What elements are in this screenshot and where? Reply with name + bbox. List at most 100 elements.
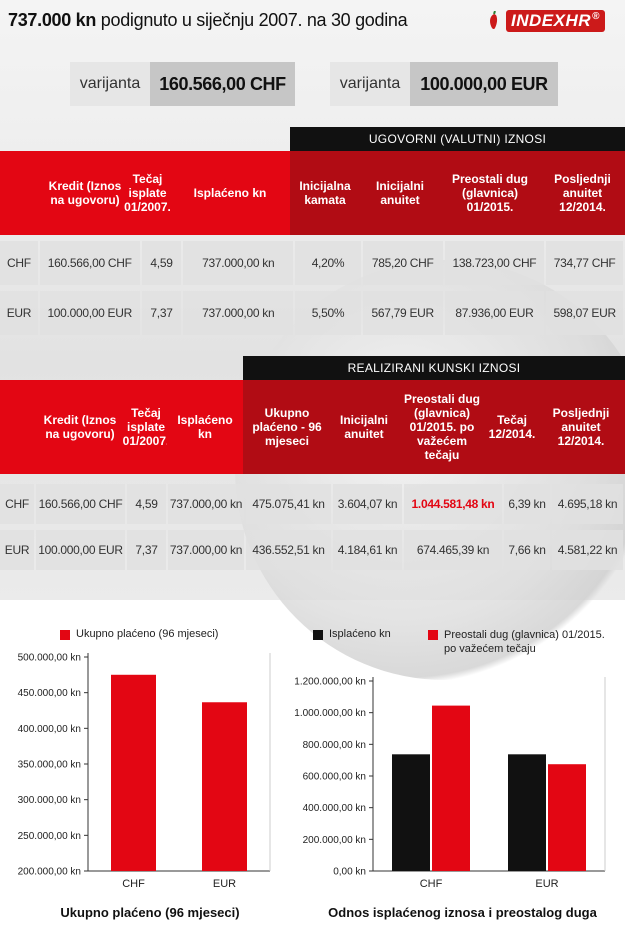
- table2-header-cell: Preostali dug (glavnica) 01/2015. po važ…: [397, 380, 487, 474]
- indexhr-logo[interactable]: INDEXHR®: [486, 8, 616, 34]
- table1-header-cell: [0, 151, 45, 235]
- table-cell: CHF: [0, 484, 34, 524]
- x-tick-label: EUR: [213, 878, 236, 890]
- y-tick-label: 250.000,00 kn: [18, 831, 81, 842]
- chart-paid-vs-remaining: 0,00 kn 200.000,00 kn 400.000,00 kn 600.000…: [294, 677, 606, 890]
- table1-header-cell: Posljednji anuitet 12/2014.: [540, 151, 625, 235]
- legend-swatch: [428, 630, 438, 640]
- chart2-legend-item: Preostali dug (glavnica) 01/2015. po važ…: [428, 628, 618, 656]
- table-cell: 737.000,00 kn: [183, 241, 294, 285]
- table-row: CHF 160.566,00 CHF 4,59 737.000,00 kn 47…: [0, 484, 625, 524]
- bar: [111, 674, 156, 871]
- table2-header-cell: Ukupno plaćeno - 96 mjeseci: [243, 380, 331, 474]
- table2-header-row: Kredit (Iznos na ugovoru) Tečaj isplate …: [0, 380, 625, 474]
- variant-label: varijanta: [70, 62, 150, 106]
- table1-header-cell: Inicijalna kamata: [290, 151, 360, 235]
- bar: [202, 702, 247, 871]
- table2-header-cell: Isplaćeno kn: [167, 380, 243, 474]
- chart2-legend-item: Isplaćeno kn: [313, 628, 391, 640]
- table-cell: 674.465,39 kn: [404, 530, 502, 570]
- table-cell: 436.552,51 kn: [246, 530, 331, 570]
- bar: [432, 705, 470, 871]
- x-tick-label: EUR: [535, 878, 558, 890]
- table-row: EUR 100.000,00 EUR 7,37 737.000,00 kn 43…: [0, 530, 625, 570]
- title-text: podignuto u siječnju 2007. na 30 godina: [96, 10, 408, 30]
- bar: [392, 754, 430, 871]
- table2-section-title: REALIZIRANI KUNSKI IZNOSI: [243, 356, 625, 380]
- table-cell: 737.000,00 kn: [168, 484, 244, 524]
- y-tick-label: 300.000,00 kn: [18, 795, 81, 806]
- table-cell: 737.000,00 kn: [168, 530, 244, 570]
- y-tick-label: 400.000,00 kn: [303, 803, 366, 814]
- table-cell: 4.581,22 kn: [552, 530, 623, 570]
- table2-header-cell: Tečaj isplate 01/2007.: [123, 380, 169, 474]
- variant-value: 100.000,00 EUR: [410, 62, 558, 106]
- chart1-title: Ukupno plaćeno (96 mjeseci): [60, 905, 240, 920]
- table-cell: 4,59: [127, 484, 166, 524]
- y-tick-label: 400.000,00 kn: [18, 724, 81, 735]
- variant-label: varijanta: [330, 62, 410, 106]
- table-row: EUR 100.000,00 EUR 7,37 737.000,00 kn 5,…: [0, 291, 625, 335]
- table-cell: CHF: [0, 241, 38, 285]
- x-tick-label: CHF: [420, 878, 443, 890]
- legend-swatch: [60, 630, 70, 640]
- table-cell: 4.184,61 kn: [333, 530, 402, 570]
- table1-section-title: UGOVORNI (VALUTNI) IZNOSI: [290, 127, 625, 151]
- x-tick-label: CHF: [122, 878, 145, 890]
- table1-header-cell: Preostali dug (glavnica) 01/2015.: [440, 151, 540, 235]
- logo-wordmark: INDEXHR®: [506, 10, 605, 32]
- y-tick-label: 500.000,00 kn: [18, 653, 81, 664]
- table-cell-highlight: 1.044.581,48 kn: [404, 484, 502, 524]
- table-cell: 4.695,18 kn: [552, 484, 623, 524]
- table-cell: 138.723,00 CHF: [444, 241, 545, 285]
- legend-label: Preostali dug (glavnica) 01/2015. po važ…: [444, 629, 605, 655]
- table2-header-cell: Kredit (Iznos na ugovoru): [35, 380, 125, 474]
- table2-header-cell: Inicijalni anuitet: [331, 380, 397, 474]
- table-row: CHF 160.566,00 CHF 4,59 737.000,00 kn 4,…: [0, 241, 625, 285]
- table1: Kredit (Iznos na ugovoru) Tečaj isplate …: [0, 151, 625, 335]
- bar: [548, 764, 586, 871]
- table-cell: 100.000,00 EUR: [36, 530, 125, 570]
- table1-header-cell: Kredit (Iznos na ugovoru): [45, 151, 125, 235]
- page-title: 737.000 kn podignuto u siječnju 2007. na…: [8, 10, 408, 31]
- table-cell: 785,20 CHF: [362, 241, 443, 285]
- chart-total-paid: 200.000,00 kn 250.000,00 kn 300.000,00 kn 3…: [18, 653, 271, 890]
- table-cell: 737.000,00 kn: [183, 291, 294, 335]
- table1-header-cell: Isplaćeno kn: [170, 151, 290, 235]
- table-cell: 4,20%: [295, 241, 361, 285]
- table-cell: 567,79 EUR: [362, 291, 443, 335]
- table1-header-row: Kredit (Iznos na ugovoru) Tečaj isplate …: [0, 151, 625, 235]
- variant-eur: varijanta 100.000,00 EUR: [330, 62, 558, 106]
- table2-header-cell: Tečaj 12/2014.: [487, 380, 537, 474]
- table-cell: 87.936,00 EUR: [444, 291, 545, 335]
- table2-header-cell: [0, 380, 35, 474]
- table-cell: EUR: [0, 291, 38, 335]
- legend-swatch: [313, 630, 323, 640]
- bar: [508, 754, 546, 871]
- table-cell: 160.566,00 CHF: [39, 241, 140, 285]
- table-cell: 6,39 kn: [504, 484, 550, 524]
- variant-chf: varijanta 160.566,00 CHF: [70, 62, 295, 106]
- table-cell: EUR: [0, 530, 34, 570]
- table-cell: 3.604,07 kn: [333, 484, 402, 524]
- table-cell: 5,50%: [295, 291, 361, 335]
- legend-label: Ukupno plaćeno (96 mjeseci): [76, 628, 219, 640]
- y-tick-label: 450.000,00 kn: [18, 688, 81, 699]
- variant-value: 160.566,00 CHF: [150, 62, 295, 106]
- y-tick-label: 600.000,00 kn: [303, 772, 366, 783]
- table-cell: 598,07 EUR: [546, 291, 623, 335]
- table2: Kredit (Iznos na ugovoru) Tečaj isplate …: [0, 380, 625, 570]
- table-cell: 4,59: [141, 241, 182, 285]
- table-cell: 7,37: [141, 291, 182, 335]
- y-tick-label: 200.000,00 kn: [303, 835, 366, 846]
- title-amount: 737.000 kn: [8, 10, 97, 30]
- table-cell: 7,37: [127, 530, 166, 570]
- y-tick-label: 0,00 kn: [333, 867, 366, 878]
- table1-header-cell: Tečaj isplate 01/2007.: [124, 151, 171, 235]
- table-cell: 100.000,00 EUR: [39, 291, 140, 335]
- table-cell: 7,66 kn: [504, 530, 550, 570]
- y-tick-label: 200.000,00 kn: [18, 867, 81, 878]
- y-tick-label: 1.200.000,00 kn: [294, 677, 366, 688]
- pepper-icon: [490, 11, 498, 30]
- y-tick-label: 1.000.000,00 kn: [294, 708, 366, 719]
